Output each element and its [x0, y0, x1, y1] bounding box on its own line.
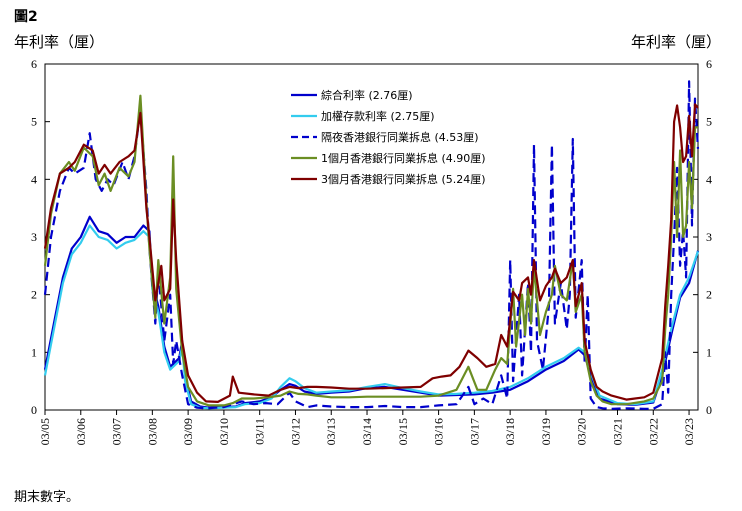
x-tick-label: 03/10	[217, 418, 231, 445]
x-tick-label: 03/11	[253, 418, 267, 445]
series-line-1	[43, 215, 700, 409]
y-axis-label-left: 年利率（厘）	[14, 33, 105, 51]
y-tick-label-left: 4	[31, 172, 37, 186]
x-tick-label: 03/12	[288, 418, 302, 445]
y-tick-label-right: 0	[706, 403, 712, 417]
y-tick-label-right: 5	[706, 115, 712, 129]
legend-label-4: 1個月香港銀行同業拆息 (4.90厘)	[321, 151, 486, 165]
x-tick-label: 03/19	[539, 418, 553, 445]
legend-label-2: 加權存款利率 (2.75厘)	[321, 109, 435, 123]
series-line-3	[43, 80, 700, 410]
x-tick-label: 03/05	[38, 418, 52, 445]
legend-label-1: 綜合利率 (2.76厘)	[321, 88, 413, 102]
line-chart: 0 0 1 1 2 2 3 3 4 4 5 5 6 6 03/05 03/06 03/07 03/08 03/09…	[31, 57, 712, 445]
x-tick-label: 03/17	[467, 418, 481, 445]
y-tick-label-left: 0	[31, 403, 37, 417]
y-tick-label-left: 5	[31, 115, 37, 129]
y-tick-label-right: 6	[706, 57, 712, 71]
legend-label-5: 3個月香港銀行同業拆息 (5.24厘)	[321, 172, 486, 186]
x-tick-label: 03/15	[396, 418, 410, 445]
legend: 綜合利率 (2.76厘) 加權存款利率 (2.75厘) 隔夜香港銀行同業拆息 (4.…	[291, 88, 486, 186]
x-tick-label: 03/22	[646, 418, 660, 445]
y-tick-label-left: 2	[31, 288, 37, 302]
y-tick-label-left: 3	[31, 230, 37, 244]
x-tick-label: 03/20	[575, 418, 589, 445]
x-tick-label: 03/23	[682, 418, 696, 445]
x-axis: 03/05 03/06 03/07 03/08 03/09 03/10 03/11 03/12…	[38, 410, 696, 445]
figure-label: 圖2	[14, 9, 38, 25]
footnote: 期末數字。	[14, 490, 80, 505]
y-tick-label-right: 3	[706, 230, 712, 244]
x-tick-label: 03/14	[360, 418, 374, 445]
x-tick-label: 03/21	[610, 418, 624, 445]
y-tick-label-right: 2	[706, 288, 712, 302]
legend-label-3: 隔夜香港銀行同業拆息 (4.53厘)	[321, 130, 479, 144]
y-tick-label-left: 6	[31, 57, 37, 71]
series-line-2	[43, 224, 700, 410]
x-tick-label: 03/18	[503, 418, 517, 445]
y-tick-label-right: 4	[706, 172, 712, 186]
y-axis: 0 0 1 1 2 2 3 3 4 4 5 5 6 6	[31, 57, 712, 417]
x-tick-label: 03/07	[110, 418, 124, 445]
series-lines	[43, 80, 700, 410]
x-tick-label: 03/06	[74, 418, 88, 445]
y-axis-label-right: 年利率（厘）	[631, 33, 722, 51]
y-tick-label-left: 1	[31, 345, 37, 359]
series-line-5	[43, 103, 699, 403]
x-tick-label: 03/13	[324, 418, 338, 445]
x-tick-label: 03/08	[145, 418, 159, 445]
y-tick-label-right: 1	[706, 345, 712, 359]
x-tick-label: 03/09	[181, 418, 195, 445]
x-tick-label: 03/16	[432, 418, 446, 445]
